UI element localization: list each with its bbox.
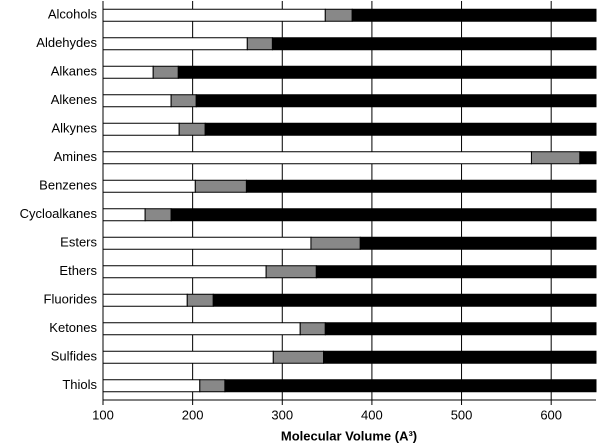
bar-segment (272, 350, 325, 364)
y-tick-label: Alkanes (51, 64, 98, 79)
bar-segment (102, 265, 267, 279)
y-tick-label: Cycloalkanes (20, 206, 98, 221)
x-tick-label: 200 (182, 407, 204, 422)
x-tick-label: 500 (451, 407, 473, 422)
y-tick-label: Fluorides (44, 292, 98, 307)
bar-segment (152, 65, 179, 79)
bar-segment (579, 151, 597, 165)
bar-segment (102, 151, 532, 165)
y-tick-label: Alkynes (51, 121, 97, 136)
bar-segment (178, 122, 206, 136)
bar-segment (102, 122, 180, 136)
bar-segment (102, 293, 188, 307)
bar-segment (265, 265, 317, 279)
bar-segment (170, 208, 597, 222)
bar-segment (351, 8, 597, 22)
bar-segment (102, 8, 326, 22)
bar-segment (315, 265, 597, 279)
bar-segment (224, 379, 597, 393)
bar-segment (199, 379, 226, 393)
y-tick-label: Amines (54, 149, 98, 164)
bar-segment (299, 322, 326, 336)
bar-segment (271, 37, 597, 51)
y-tick-label: Benzenes (39, 178, 97, 193)
y-tick-label: Alkenes (51, 92, 98, 107)
bar-segment (245, 179, 597, 193)
bar-segment (246, 37, 273, 51)
bar-segment (324, 322, 597, 336)
bar-segment (323, 350, 597, 364)
bar-segment (102, 208, 146, 222)
bar-segment (177, 65, 597, 79)
bar-segment (144, 208, 172, 222)
y-tick-label: Thiols (62, 377, 97, 392)
x-axis-title: Molecular Volume (A³) (281, 428, 417, 443)
bar-segment (170, 94, 197, 108)
bar-segment (102, 37, 248, 51)
bar-segment (102, 379, 201, 393)
bar-segment (310, 236, 361, 250)
bar-segment (212, 293, 597, 307)
y-tick-label: Ethers (59, 263, 97, 278)
bar-segment (359, 236, 597, 250)
bar-segment (195, 94, 597, 108)
bar-segment (324, 8, 353, 22)
x-tick-label: 400 (361, 407, 383, 422)
bar-segment (186, 293, 214, 307)
x-tick-label: 600 (540, 407, 562, 422)
bar-segment (102, 179, 196, 193)
x-tick-label: 300 (271, 407, 293, 422)
bar-segment (102, 65, 154, 79)
bar-segment (102, 350, 274, 364)
bar-segment (102, 94, 172, 108)
y-tick-label: Sulfides (51, 349, 98, 364)
bar-segment (102, 236, 312, 250)
y-tick-label: Esters (60, 235, 97, 250)
bar-segment (102, 322, 301, 336)
x-tick-label: 100 (92, 407, 114, 422)
bar-segment (530, 151, 581, 165)
y-tick-label: Aldehydes (36, 35, 97, 50)
bar-segment (204, 122, 597, 136)
y-tick-label: Ketones (49, 320, 97, 335)
bar-segment (194, 179, 247, 193)
y-tick-label: Alcohols (48, 7, 98, 22)
